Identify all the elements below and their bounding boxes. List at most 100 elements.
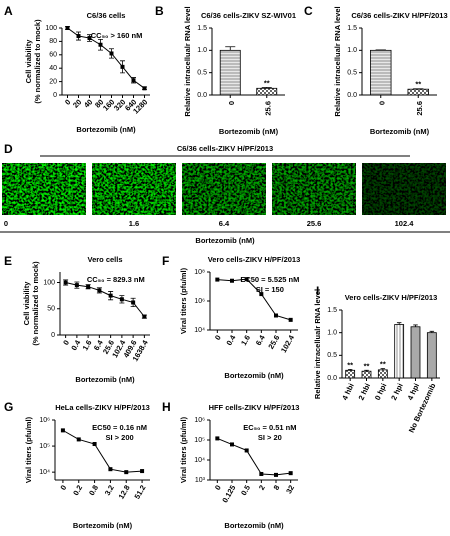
y-tick-label: 10⁵ xyxy=(39,443,50,450)
y-axis-label: Relative intracellualr RNA level xyxy=(183,6,192,116)
y-axis-label: (% normalized to mock) xyxy=(33,19,42,104)
y-tick-label: 0 xyxy=(53,92,57,99)
bar xyxy=(394,324,405,379)
error-bar xyxy=(364,369,369,372)
panel-letter: F xyxy=(162,254,169,268)
x-tick-label: 0.5 xyxy=(239,483,252,497)
x-tick-label: 1.6 xyxy=(239,333,252,347)
marker xyxy=(140,469,145,474)
y-tick-label: 20 xyxy=(49,78,57,85)
line xyxy=(217,437,291,476)
x-axis-label: Bortezomib (nM) xyxy=(370,127,430,136)
marker xyxy=(108,293,113,298)
x-axis-label: Bortezomib (nM) xyxy=(219,127,279,136)
marker xyxy=(87,36,92,41)
marker xyxy=(86,284,91,289)
y-tick-label: 50 xyxy=(47,306,55,313)
x-tick-label: 6.4 xyxy=(254,333,267,347)
error-bar xyxy=(261,87,272,89)
marker xyxy=(131,300,136,305)
y-tick-label: 10⁶ xyxy=(194,298,205,305)
y-tick-label: 10³ xyxy=(195,477,206,484)
y-axis-label: Relative intracellualr RNA level xyxy=(333,6,342,116)
panel-title: HeLa cells-ZIKV H/PF/2013 xyxy=(55,403,150,412)
annotation: EC₅₀ = 0.51 nM xyxy=(243,423,296,432)
error-bar xyxy=(396,322,402,325)
marker xyxy=(119,297,124,302)
x-tick-label: 6.4 xyxy=(219,219,230,228)
x-axis-label: Bortezomib (nM) xyxy=(195,236,255,245)
panel-letter: A xyxy=(4,4,13,18)
bar xyxy=(345,369,356,379)
panel-title: Vero cells-ZIKV H/PF/2013 xyxy=(345,293,438,302)
x-tick-label: 4 hpi xyxy=(406,382,422,402)
micrograph xyxy=(92,163,176,215)
panel-letter: B xyxy=(155,4,164,18)
micrograph xyxy=(362,163,446,215)
y-axis-label: Viral titers (pfu/ml) xyxy=(24,416,33,483)
y-tick-label: 1.5 xyxy=(327,307,337,314)
y-tick-label: 0.0 xyxy=(327,375,337,382)
x-tick-label: 0 xyxy=(227,101,236,105)
y-tick-label: 0.0 xyxy=(197,92,207,99)
bar xyxy=(219,49,241,96)
line xyxy=(217,278,291,321)
marker xyxy=(259,471,264,476)
y-tick-label: 10⁸ xyxy=(194,269,205,276)
marker xyxy=(288,471,293,476)
x-axis-label: Bortezomib (nM) xyxy=(73,521,133,530)
panel-title: Vero cells-ZIKV H/PF/2013 xyxy=(208,255,301,264)
bar xyxy=(426,332,437,379)
x-tick-label: 0 xyxy=(213,333,223,341)
x-tick-label: 12.8 xyxy=(117,483,132,500)
panel-letter: C xyxy=(304,4,313,18)
bar xyxy=(256,87,278,96)
marker xyxy=(120,64,125,69)
marker xyxy=(244,277,249,282)
error-bar xyxy=(347,368,353,371)
marker xyxy=(274,313,278,318)
bar xyxy=(407,88,429,96)
x-tick-label: 0 xyxy=(378,101,387,105)
x-axis-label: Bortezomib (nM) xyxy=(75,375,135,384)
y-tick-label: 10⁴ xyxy=(39,469,50,476)
marker xyxy=(230,442,234,447)
y-tick-label: 10⁴ xyxy=(194,327,205,334)
y-tick-label: 1.5 xyxy=(347,25,357,32)
y-tick-label: 10⁶ xyxy=(194,417,205,424)
y-axis-label: Viral titers (pfu/ml) xyxy=(179,416,188,483)
significance: ** xyxy=(347,360,353,369)
x-tick-label: 0 xyxy=(61,338,71,346)
y-tick-label: 1.5 xyxy=(197,25,207,32)
marker xyxy=(274,472,278,477)
x-tick-label: 0.125 xyxy=(220,483,237,504)
marker xyxy=(92,442,97,447)
significance: ** xyxy=(264,78,270,87)
y-tick-label: 0 xyxy=(51,332,55,339)
panel-title: C6/36 cells-ZIKV H/PF/2013 xyxy=(351,11,447,20)
marker xyxy=(63,280,68,285)
x-tick-label: 0.4 xyxy=(69,338,82,352)
y-axis-label: Cell viability xyxy=(22,281,31,326)
bar xyxy=(410,326,421,379)
x-tick-label: 2 hbi xyxy=(357,382,373,402)
significance: ** xyxy=(364,361,370,370)
line xyxy=(65,282,145,317)
significance: ** xyxy=(415,80,421,89)
panel-title: Vero cells xyxy=(87,255,122,264)
y-tick-label: 40 xyxy=(49,65,57,72)
annotation: CC₅₀ = 829.3 nM xyxy=(87,275,145,284)
marker xyxy=(74,283,79,288)
x-tick-label: 102.4 xyxy=(279,333,297,354)
y-tick-label: 10⁶ xyxy=(39,417,50,424)
error-bar xyxy=(225,46,236,51)
marker xyxy=(60,428,65,433)
marker xyxy=(76,437,81,442)
annotation: SI > 20 xyxy=(258,433,282,442)
annotation: CC₅₀ > 160 nM xyxy=(91,31,143,40)
error-bar xyxy=(413,324,418,327)
x-axis-label: Bortezomib (nM) xyxy=(76,125,136,134)
marker xyxy=(97,288,102,293)
error-bar xyxy=(429,330,435,333)
annotation: SI > 200 xyxy=(106,433,134,442)
